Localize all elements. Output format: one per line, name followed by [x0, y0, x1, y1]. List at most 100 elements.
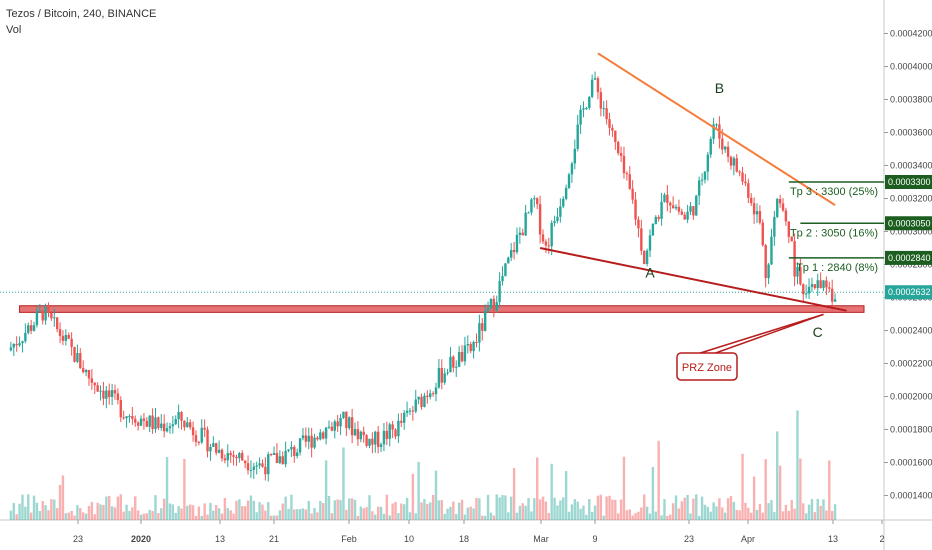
volume-bar	[683, 497, 686, 520]
target-price-badge-text: 0.0002840	[888, 253, 931, 263]
volume-bar	[556, 505, 559, 520]
candle-body	[61, 335, 65, 341]
candle-body	[634, 199, 637, 220]
candle-body	[741, 172, 744, 182]
volume-bar	[637, 511, 640, 520]
volume-bar	[706, 506, 710, 520]
volume-bar	[764, 459, 767, 520]
candle-body	[434, 387, 438, 395]
volume-bar	[787, 510, 791, 520]
volume-bar	[472, 508, 475, 520]
candle-body	[93, 382, 96, 386]
volume-bar	[394, 501, 397, 520]
volume-bar	[232, 513, 235, 520]
candle-body	[402, 412, 406, 423]
prz-callout-pointer	[693, 313, 824, 356]
x-tick-label: Feb	[341, 534, 357, 544]
candle-body	[220, 449, 224, 459]
candle-body	[758, 211, 762, 223]
candle-body	[781, 203, 785, 211]
candle-body	[134, 418, 137, 423]
prz-callout-box	[676, 352, 738, 381]
volume-bar	[802, 503, 805, 520]
candle-body	[284, 450, 287, 465]
volume-bar	[700, 496, 704, 520]
candle-body	[810, 284, 814, 287]
candle-body	[669, 202, 672, 206]
volume-bar	[541, 496, 545, 520]
volume-bar	[168, 503, 172, 520]
volume-bar	[290, 494, 293, 520]
volume-bar	[781, 511, 785, 520]
volume-bar	[47, 510, 50, 520]
candle-body	[405, 410, 409, 413]
candle-body	[431, 393, 435, 395]
candle-body	[264, 466, 267, 475]
volume-bar	[293, 509, 296, 520]
candle-body	[368, 438, 371, 446]
volume-bar	[151, 510, 154, 520]
volume-bar	[301, 508, 305, 520]
candle-body	[729, 156, 733, 166]
volume-indicator-label[interactable]: Vol	[6, 24, 22, 36]
candle-body	[787, 221, 791, 237]
volume-bar	[281, 503, 284, 520]
volume-bar	[466, 507, 470, 520]
volume-bar	[241, 506, 244, 520]
volume-bar	[643, 494, 646, 520]
candle-body	[376, 431, 380, 448]
volume-bar	[411, 473, 415, 520]
volume-bar	[217, 508, 221, 520]
volume-bar	[99, 504, 102, 520]
candle-body	[495, 302, 498, 311]
volume-bar	[732, 501, 736, 520]
candle-body	[593, 78, 597, 80]
candle-body	[602, 108, 605, 110]
volume-bar	[110, 506, 114, 520]
annotation-labels: Tp 3 : 3300 (25%) 0.0003300 Tp 2 : 3050 (1…	[645, 80, 932, 381]
volume-bar	[134, 496, 137, 520]
candle-body	[50, 312, 53, 319]
candle-body	[437, 368, 441, 388]
candle-body	[573, 148, 577, 164]
candle-body	[125, 416, 128, 419]
candle-body	[55, 317, 59, 330]
candle-body	[640, 228, 643, 251]
volume-bar	[680, 501, 684, 520]
volume-bar	[203, 503, 206, 520]
volume-bar	[750, 512, 753, 520]
volume-bar	[614, 499, 617, 520]
y-tick-label: 0.0001400	[890, 491, 932, 501]
candle-body	[596, 78, 600, 93]
volume-bar	[718, 498, 721, 520]
x-tick-label: 2020	[131, 534, 151, 544]
candle-body	[576, 124, 579, 149]
candle-body	[350, 417, 354, 436]
y-tick-label: 0.0003800	[890, 95, 932, 105]
wave-label-b: B	[715, 80, 724, 96]
volume-bar	[654, 511, 657, 520]
candle-body	[530, 199, 533, 213]
candle-body	[645, 250, 649, 264]
volume-bar	[191, 505, 195, 520]
candle-body	[278, 456, 282, 463]
volume-bar	[391, 503, 394, 520]
volume-bar	[67, 512, 70, 520]
candle-body	[822, 280, 825, 289]
volume-bar	[18, 503, 21, 520]
candle-body	[272, 452, 276, 455]
volume-bar	[455, 514, 458, 520]
candle-body	[255, 465, 258, 467]
candle-body	[804, 293, 808, 295]
candle-body	[191, 427, 195, 436]
volume-bar	[460, 499, 464, 520]
volume-bar	[165, 457, 169, 520]
candle-body	[666, 194, 669, 203]
candle-body	[457, 351, 461, 367]
candle-body	[512, 249, 516, 253]
time-axis[interactable]: 23 2020 13 21 Feb 10 18 Mar 9 23 Apr 13 2	[73, 520, 885, 544]
candle-body	[544, 241, 548, 246]
candle-body	[310, 435, 313, 448]
y-tick-label: 0.0002000	[890, 392, 932, 402]
